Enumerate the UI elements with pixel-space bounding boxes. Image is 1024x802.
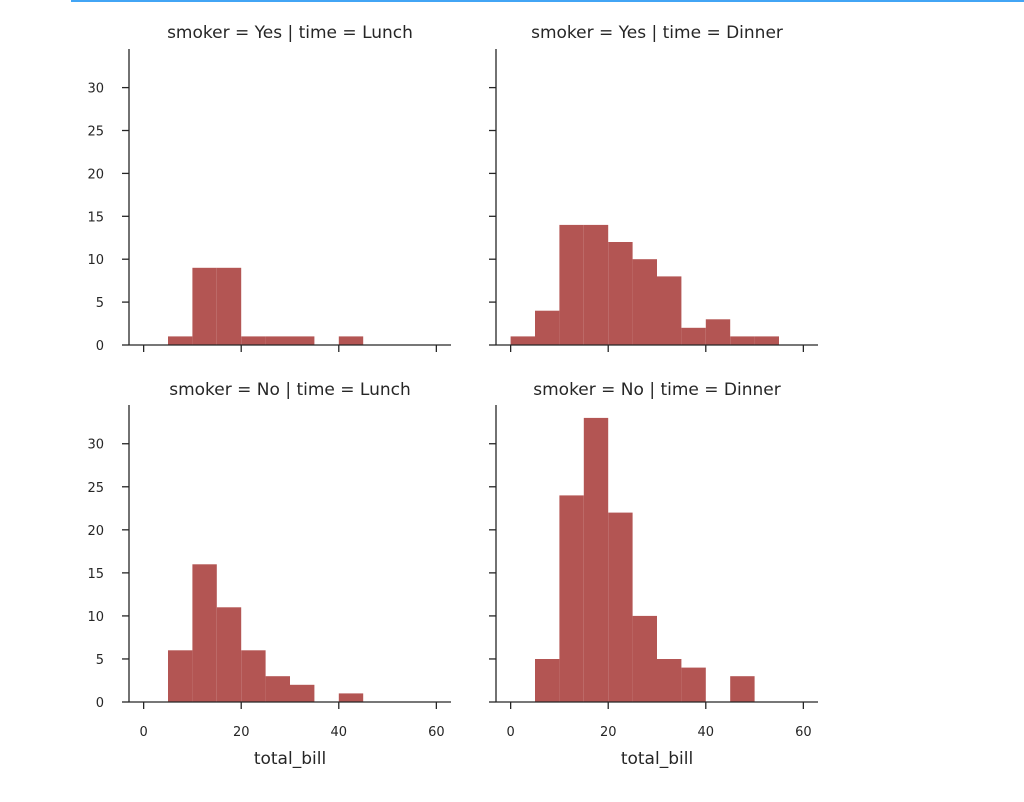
histogram-bar <box>265 336 290 345</box>
facet-panel-3: 0 5 10 15 20 25 30 0 20 40 60 smoker = No | time = … <box>87 380 451 769</box>
panel-title: smoker = Yes | time = Lunch <box>167 23 413 43</box>
x-tick-label: 20 <box>600 725 617 740</box>
histogram-bar <box>241 650 266 702</box>
histogram-bar <box>338 336 364 345</box>
histogram-bar <box>192 267 217 345</box>
histogram-bar <box>705 319 731 345</box>
y-tick-label: 25 <box>87 481 104 496</box>
histogram-bar <box>657 659 682 702</box>
histogram-bar <box>216 607 242 702</box>
y-tick-label: 25 <box>87 125 104 140</box>
x-tick-label: 20 <box>233 725 250 740</box>
panel-title: smoker = No | time = Lunch <box>169 380 411 400</box>
histogram-bar <box>730 336 755 345</box>
histogram-bar <box>510 336 535 345</box>
histogram-bar <box>535 310 560 345</box>
histogram-bar <box>754 336 779 345</box>
y-tick-label: 10 <box>87 610 104 625</box>
y-tick-label: 0 <box>96 339 104 354</box>
histogram-bar <box>681 667 706 702</box>
top-rule <box>71 0 1024 2</box>
y-tick-label: 10 <box>87 253 104 268</box>
histogram-bar <box>681 327 706 345</box>
histogram-bar <box>241 336 266 345</box>
y-tick-label: 5 <box>96 296 104 311</box>
x-tick-label: 40 <box>698 725 715 740</box>
y-tick-label: 20 <box>87 167 104 182</box>
histogram-bar <box>608 242 633 345</box>
y-tick-label: 30 <box>87 82 104 97</box>
histogram-bar <box>168 650 193 702</box>
y-tick-label: 30 <box>87 438 104 453</box>
x-tick-label: 0 <box>139 725 147 740</box>
y-tick-label: 0 <box>96 696 104 711</box>
histogram-bar <box>730 676 755 702</box>
histogram-bar <box>290 336 315 345</box>
x-axis-label: total_bill <box>254 749 326 769</box>
histogram-bar <box>657 276 682 345</box>
y-tick-label: 5 <box>96 653 104 668</box>
facet-panel-4: 0 20 40 60 smoker = No | time = Dinner total_… <box>489 380 818 769</box>
panel-title: smoker = No | time = Dinner <box>533 380 780 400</box>
x-axis-label: total_bill <box>621 749 693 769</box>
y-tick-label: 15 <box>87 210 104 225</box>
histogram-bar <box>632 615 657 702</box>
histogram-bar <box>559 224 584 345</box>
histogram-bar <box>608 512 633 702</box>
x-tick-label: 40 <box>331 725 348 740</box>
histogram-bar <box>583 417 609 702</box>
histogram-bar <box>535 659 560 702</box>
facet-panel-1: 0 5 10 15 20 25 30 smoker = Yes | time = Lunch <box>87 23 451 354</box>
histogram-bar <box>192 564 217 702</box>
y-tick-label: 15 <box>87 567 104 582</box>
histogram-bar <box>290 684 315 702</box>
y-tick-label: 20 <box>87 524 104 539</box>
facet-panel-2: smoker = Yes | time = Dinner <box>489 23 818 352</box>
x-tick-label: 60 <box>428 725 445 740</box>
histogram-bar <box>583 224 609 345</box>
panel-title: smoker = Yes | time = Dinner <box>531 23 783 43</box>
x-tick-label: 0 <box>506 725 514 740</box>
histogram-bar <box>216 267 242 345</box>
histogram-bar <box>168 336 193 345</box>
histogram-bar <box>265 676 290 702</box>
histogram-bar <box>632 259 657 345</box>
histogram-bar <box>338 693 364 702</box>
histogram-bar <box>559 495 584 702</box>
x-tick-label: 60 <box>795 725 812 740</box>
